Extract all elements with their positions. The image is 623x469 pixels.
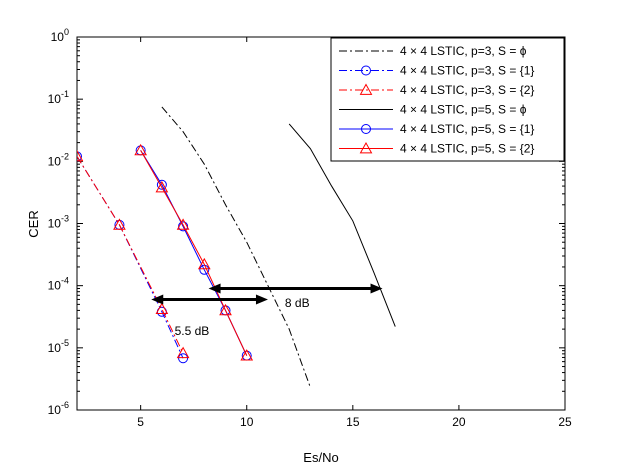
y-tick-label: 10-5 <box>48 338 69 355</box>
x-tick-label: 15 <box>346 415 360 429</box>
legend-marker <box>361 124 371 134</box>
annotation-label: 8 dB <box>285 296 310 310</box>
series-3 <box>77 149 190 359</box>
annotation-layer: 5.5 dB 8 dB <box>151 283 383 338</box>
data-point <box>176 218 190 230</box>
x-axis-label: Es/No <box>303 450 338 465</box>
annotation-label: 5.5 dB <box>175 324 210 338</box>
y-axis-label: CER <box>26 210 41 237</box>
data-point <box>240 349 254 361</box>
data-point <box>77 149 84 162</box>
legend-entry-3: 4 × 4 LSTIC, p=3, S = {2} <box>339 83 534 97</box>
data-point <box>197 257 211 270</box>
y-tick-label: 10-4 <box>48 276 69 293</box>
series-line <box>288 123 396 327</box>
y-axis-ticks: 100 10-1 10-2 10-3 10-4 10-5 10-6 <box>48 27 565 417</box>
y-tick-label: 100 <box>51 27 69 44</box>
x-tick-label: 5 <box>137 415 144 429</box>
legend-label: 4 × 4 LSTIC, p=5, S = {1} <box>400 122 534 136</box>
y-tick-label: 10-6 <box>48 400 69 417</box>
arrow-head <box>370 283 383 294</box>
series-1 <box>161 106 311 388</box>
legend-entry-2: 4 × 4 LSTIC, p=3, S = {1} <box>339 64 534 78</box>
series-layer <box>77 106 396 388</box>
legend-label: 4 × 4 LSTIC, p=3, S = {1} <box>400 64 534 78</box>
legend-entry-5: 4 × 4 LSTIC, p=5, S = {1} <box>339 122 534 136</box>
annotation-arrow-1: 5.5 dB <box>151 294 268 338</box>
y-tick-label: 10-2 <box>48 151 69 168</box>
series-line <box>161 106 311 388</box>
legend-entry-6: 4 × 4 LSTIC, p=5, S = {2} <box>339 142 534 156</box>
series-6 <box>134 143 254 361</box>
data-point <box>156 179 167 190</box>
data-point <box>155 302 169 314</box>
data-point <box>178 353 189 364</box>
legend: 4 × 4 LSTIC, p=3, S = ϕ 4 × 4 LSTIC, p=3,… <box>330 37 565 162</box>
data-point <box>155 180 169 193</box>
legend-marker <box>359 141 373 154</box>
series-line <box>77 156 184 359</box>
data-point <box>178 221 189 232</box>
data-point <box>176 346 190 359</box>
series-line <box>140 150 248 356</box>
legend-marker <box>359 83 373 95</box>
legend-label: 4 × 4 LSTIC, p=3, S = ϕ <box>400 44 527 58</box>
arrow-head <box>255 294 268 305</box>
data-point <box>113 218 126 230</box>
arrow-head <box>151 294 164 305</box>
legend-label: 4 × 4 LSTIC, p=3, S = {2} <box>400 83 534 97</box>
legend-box <box>330 37 565 162</box>
annotation-arrow-2: 8 dB <box>208 283 383 310</box>
x-tick-label: 25 <box>558 415 572 429</box>
legend-label: 4 × 4 LSTIC, p=5, S = {2} <box>400 142 534 156</box>
series-line <box>77 156 184 354</box>
data-point <box>77 151 82 162</box>
y-tick-label: 10-1 <box>48 89 69 106</box>
y-tick-label: 10-3 <box>48 214 69 231</box>
legend-entry-1: 4 × 4 LSTIC, p=3, S = ϕ <box>339 44 527 58</box>
arrow-head <box>208 283 221 294</box>
legend-entry-4: 4 × 4 LSTIC, p=5, S = ϕ <box>339 103 527 117</box>
series-4 <box>288 123 396 327</box>
data-point <box>134 143 148 156</box>
x-tick-label: 10 <box>240 415 254 429</box>
legend-label: 4 × 4 LSTIC, p=5, S = ϕ <box>400 103 527 117</box>
x-axis-ticks: 5 10 15 20 25 <box>137 37 572 429</box>
x-tick-label: 20 <box>452 415 466 429</box>
data-point <box>219 303 232 316</box>
legend-marker <box>361 65 371 76</box>
